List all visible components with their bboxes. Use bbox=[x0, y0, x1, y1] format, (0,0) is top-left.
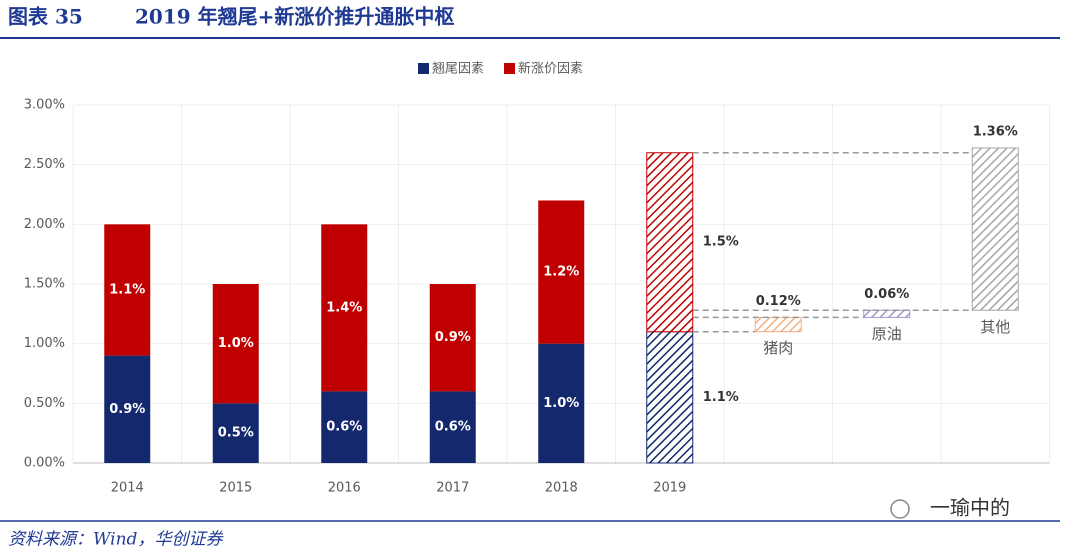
bar bbox=[104, 355, 151, 463]
bar bbox=[321, 224, 368, 392]
waterfall-category: 其他 bbox=[980, 318, 1010, 336]
value-label: 1.1% bbox=[109, 282, 145, 297]
legend-label: 翘尾因素 bbox=[432, 62, 484, 77]
value-label: 1.0% bbox=[543, 396, 579, 411]
value-label: 0.9% bbox=[109, 402, 145, 417]
legend-swatch bbox=[504, 63, 516, 74]
value-label: 1.5% bbox=[703, 235, 739, 250]
x-tick-label: 2018 bbox=[545, 481, 578, 496]
value-label: 0.6% bbox=[435, 420, 471, 435]
y-tick-label: 1.50% bbox=[24, 277, 65, 292]
figure-label: 图表 35 bbox=[8, 5, 83, 29]
value-label: 1.0% bbox=[218, 336, 254, 351]
value-label: 0.06% bbox=[864, 287, 909, 302]
x-tick-label: 2016 bbox=[328, 481, 361, 496]
y-tick-label: 3.00% bbox=[24, 98, 65, 113]
bar bbox=[538, 343, 585, 463]
y-tick-label: 1.00% bbox=[24, 336, 65, 351]
source: 资料来源：Wind，华创证券 bbox=[8, 530, 224, 550]
x-tick-label: 2014 bbox=[111, 481, 144, 496]
value-label: 1.4% bbox=[326, 300, 362, 315]
bar bbox=[429, 284, 476, 392]
y-tick-label: 0.50% bbox=[24, 396, 65, 411]
value-label: 0.9% bbox=[435, 330, 471, 345]
x-tick-label: 2015 bbox=[219, 481, 252, 496]
bar bbox=[538, 200, 585, 344]
bar bbox=[104, 224, 151, 356]
bar bbox=[212, 284, 259, 404]
bar bbox=[429, 391, 476, 463]
bar bbox=[646, 331, 694, 464]
waterfall-category: 原油 bbox=[872, 325, 902, 343]
value-label: 1.36% bbox=[973, 124, 1018, 139]
x-tick-label: 2019 bbox=[653, 481, 686, 496]
value-label: 0.6% bbox=[326, 420, 362, 435]
value-label: 0.5% bbox=[218, 426, 254, 441]
legend-swatch bbox=[418, 63, 429, 74]
y-tick-label: 0.00% bbox=[24, 456, 65, 471]
chart-title: 2019 年翘尾+新涨价推升通胀中枢 bbox=[135, 5, 454, 29]
y-tick-label: 2.00% bbox=[24, 217, 65, 232]
value-label: 1.2% bbox=[543, 265, 579, 280]
waterfall-bar bbox=[754, 316, 802, 333]
legend-label: 新涨价因素 bbox=[518, 61, 583, 77]
waterfall-bar bbox=[863, 309, 911, 318]
watermark-icon bbox=[890, 499, 910, 519]
value-label: 0.12% bbox=[756, 294, 801, 309]
bar bbox=[321, 391, 368, 463]
waterfall-category: 猪肉 bbox=[763, 339, 793, 357]
bar bbox=[646, 152, 694, 333]
bar bbox=[212, 403, 259, 463]
waterfall-bar bbox=[971, 147, 1019, 311]
x-tick-label: 2017 bbox=[436, 481, 469, 496]
value-label: 1.1% bbox=[703, 390, 739, 405]
y-tick-label: 2.50% bbox=[24, 157, 65, 172]
watermark: 一瑜中的 bbox=[930, 496, 1010, 520]
